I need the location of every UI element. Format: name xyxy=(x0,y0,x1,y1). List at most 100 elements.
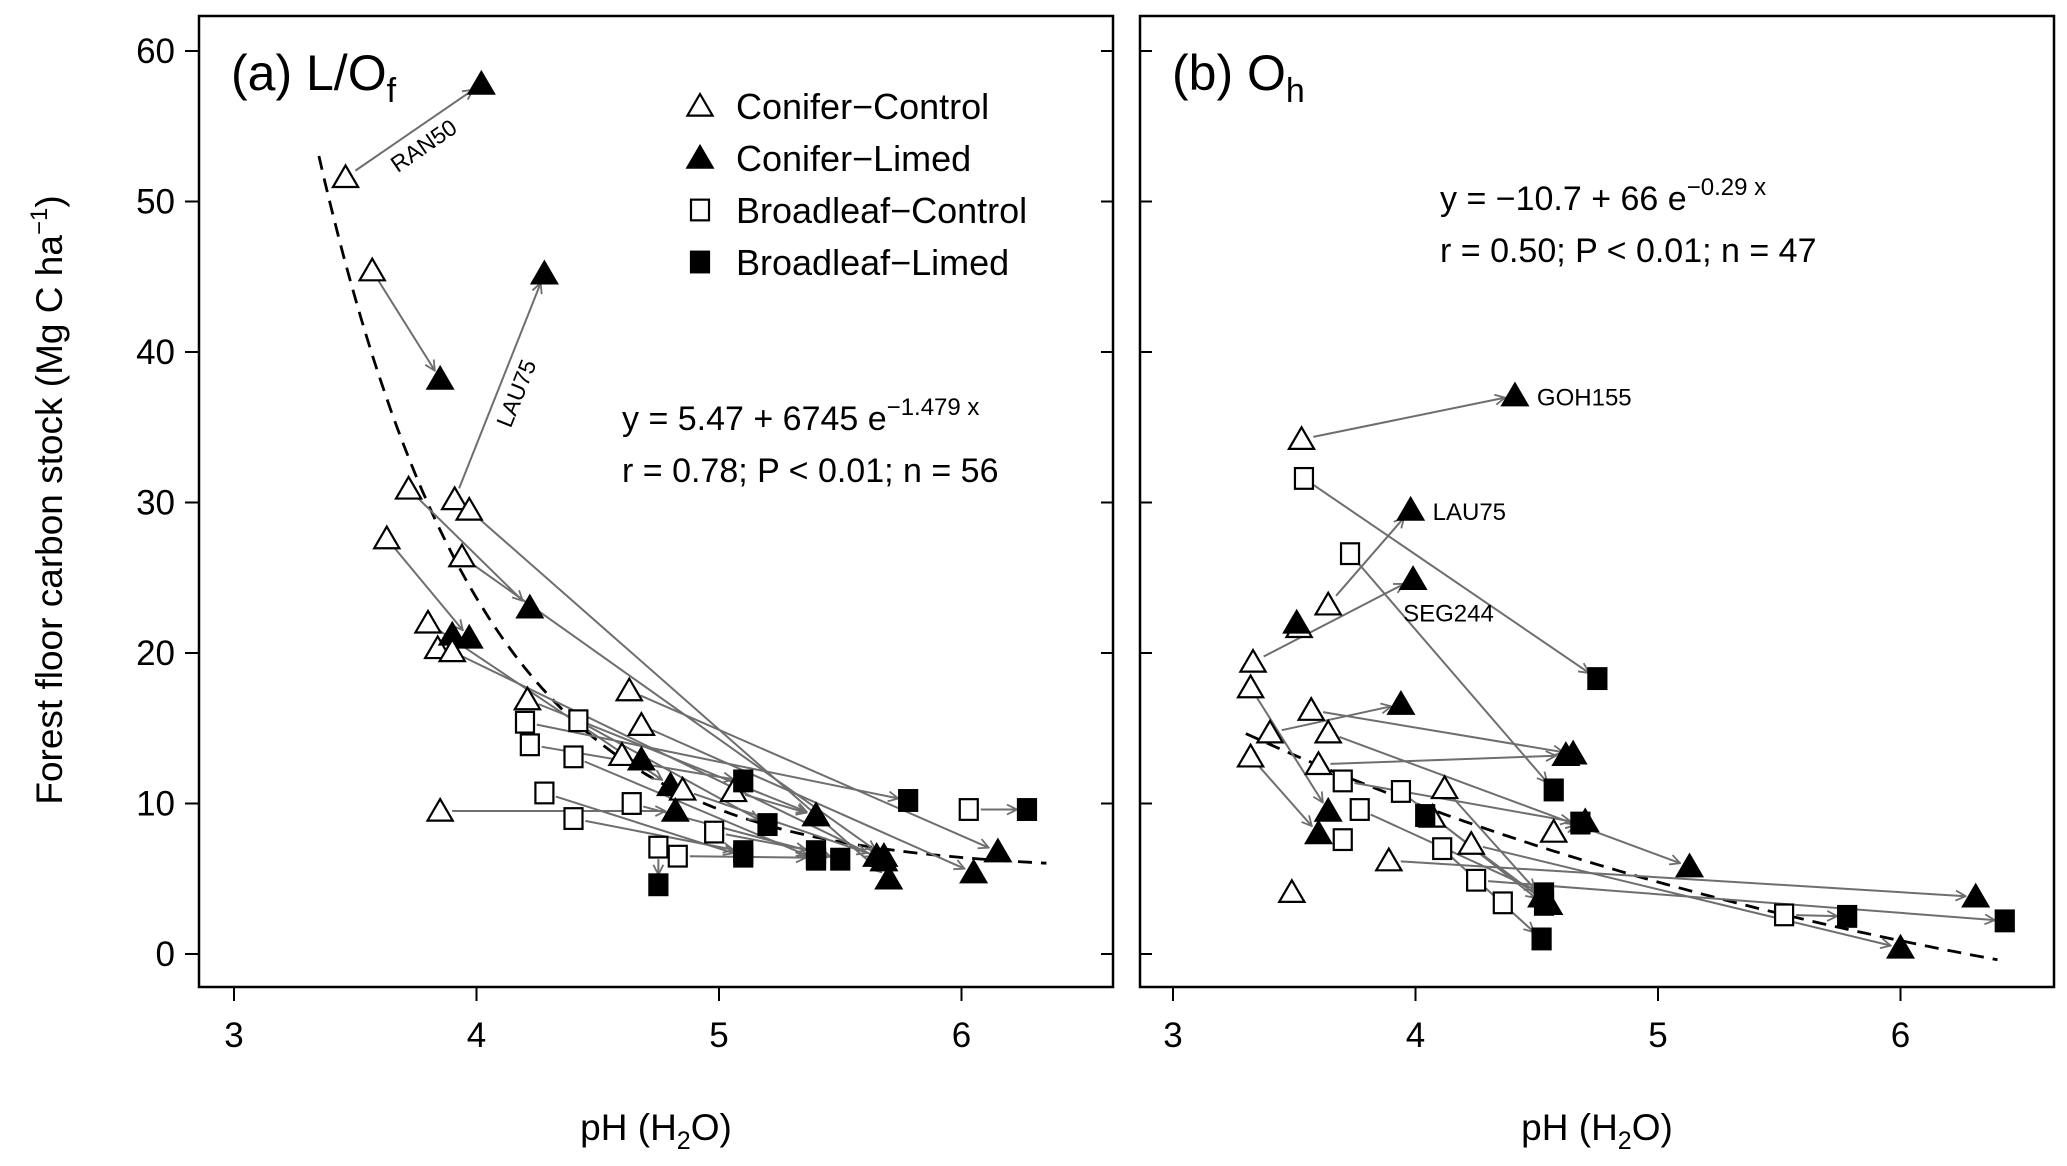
conifer-limed-point xyxy=(1313,796,1343,822)
broadleaf-control-point xyxy=(1466,868,1487,892)
panel-title-sub: h xyxy=(1286,72,1305,110)
x-tick-label: 5 xyxy=(709,1016,728,1055)
broadleaf-limed-point xyxy=(805,840,827,864)
conifer-limed-point xyxy=(983,837,1013,863)
panel-title: (b) Oh xyxy=(1172,45,1305,110)
broadleaf-control-point xyxy=(648,835,669,859)
legend-entry: Conifer−Control xyxy=(736,86,989,127)
broadleaf-limed-point xyxy=(1415,804,1436,827)
broadleaf-limed-point xyxy=(1994,909,2015,933)
conifer-limed-point xyxy=(1500,381,1530,407)
broadleaf-control-point xyxy=(667,844,688,868)
conifer-limed-point xyxy=(1961,882,1991,908)
conifer-control-point xyxy=(1287,425,1317,450)
change-arrow xyxy=(693,792,867,853)
x-axis-label: pH (H2O) xyxy=(1521,1107,1673,1155)
change-arrow xyxy=(1281,706,1391,732)
conifer-limed-point xyxy=(1551,741,1581,767)
equation-main: y = 5.47 + 6745 e xyxy=(622,400,887,438)
x-label-sub: 2 xyxy=(1618,1127,1632,1155)
conifer-limed-point xyxy=(1885,933,1916,959)
broadleaf-limed-point xyxy=(648,873,669,897)
conifer-control-point xyxy=(447,542,477,568)
x-tick-label: 3 xyxy=(1163,1016,1182,1055)
broadleaf-limed-point xyxy=(1570,811,1591,835)
change-arrow xyxy=(725,833,806,849)
conifer-control-point xyxy=(372,524,402,550)
legend-swatch xyxy=(689,250,711,274)
conifer-control-point xyxy=(1456,829,1486,855)
broadleaf-control-point xyxy=(1390,780,1412,803)
change-arrow xyxy=(1335,518,1404,597)
change-arrow xyxy=(1488,880,1995,920)
broadleaf-control-point xyxy=(1432,837,1453,861)
broadleaf-limed-point xyxy=(898,789,919,812)
fit-statistics: r = 0.50; P < 0.01; n = 47 xyxy=(1440,232,1817,270)
conifer-control-point xyxy=(1236,673,1266,699)
panel-title-text: (a) L/O xyxy=(231,45,387,101)
plot-frame xyxy=(1138,14,2056,989)
fit-equation: y = 5.47 + 6745 e−1.479 x xyxy=(622,394,979,438)
conifer-control-point xyxy=(1255,718,1285,744)
conifer-limed-point xyxy=(959,858,989,884)
change-arrow xyxy=(1330,756,1555,765)
panel-b: 3 4 5 6 pH (H2O) (b) Oh y = −10.7 + 66 e−0.29 … xyxy=(1101,14,2056,1155)
conifer-control-point xyxy=(440,485,470,511)
legend-entry: Broadleaf−Control xyxy=(736,190,1027,231)
conifer-limed-point xyxy=(1386,689,1416,715)
y-tick-label: 40 xyxy=(136,333,175,372)
site-label: LAU75 xyxy=(1433,499,1506,526)
broadleaf-limed-point xyxy=(757,813,778,837)
legend: Conifer−Control Conifer−Limed Broadleaf−Co… xyxy=(685,86,1027,283)
broadleaf-control-point xyxy=(958,798,979,821)
broadleaf-control-point xyxy=(1492,891,1513,915)
legend-swatch xyxy=(685,143,715,169)
broadleaf-limed-point xyxy=(1837,904,1858,928)
y-tick-label: 30 xyxy=(136,484,175,523)
change-arrow xyxy=(354,90,473,172)
conifer-limed-point xyxy=(862,841,892,867)
broadleaf-limed-point xyxy=(733,840,754,864)
change-arrow xyxy=(458,283,541,489)
change-arrow xyxy=(1370,813,1535,890)
change-arrow xyxy=(1400,860,1966,896)
broadleaf-control-point xyxy=(1332,769,1353,793)
conifer-control-point xyxy=(437,637,467,663)
change-arrow xyxy=(585,819,733,850)
conifer-control-point xyxy=(668,775,698,801)
x-label-sub: 2 xyxy=(677,1127,691,1155)
x-label-end: O) xyxy=(1632,1107,1673,1148)
conifer-control-point xyxy=(1313,718,1343,744)
conifer-control-point xyxy=(331,163,361,189)
x-axis-label: pH (H2O) xyxy=(580,1107,732,1155)
y-tick-label: 10 xyxy=(136,785,175,824)
conifer-control-point xyxy=(607,741,637,767)
x-label-text: pH (H xyxy=(580,1107,677,1148)
broadleaf-control-point xyxy=(621,792,642,815)
conifer-control-point xyxy=(413,608,443,634)
change-arrow xyxy=(393,547,462,630)
conifer-control-point xyxy=(614,676,644,702)
change-arrow xyxy=(1354,782,1571,821)
conifer-control-point xyxy=(1277,878,1307,903)
broadleaf-control-point xyxy=(1339,542,1361,566)
panel-title: (a) L/Of xyxy=(231,45,397,110)
conifer-control-point xyxy=(425,796,455,822)
conifer-limed-point xyxy=(801,801,831,827)
conifer-control-point xyxy=(357,256,387,282)
conifer-control-point xyxy=(1296,696,1326,721)
legend-entry: Conifer−Limed xyxy=(736,138,971,179)
change-arrow xyxy=(1256,697,1323,803)
broadleaf-control-point xyxy=(514,710,536,734)
broadleaf-limed-point xyxy=(1587,667,1608,691)
change-arrow xyxy=(1313,484,1589,673)
conifer-limed-point xyxy=(874,864,904,890)
broadleaf-limed-point xyxy=(1016,798,1038,821)
change-arrow xyxy=(651,729,964,869)
conifer-limed-point xyxy=(515,593,545,619)
conifer-control-point xyxy=(1374,846,1404,872)
equation-exponent: −0.29 x xyxy=(1687,174,1766,201)
conifer-limed-point xyxy=(1396,495,1426,521)
site-label: LAU75 xyxy=(491,356,541,431)
